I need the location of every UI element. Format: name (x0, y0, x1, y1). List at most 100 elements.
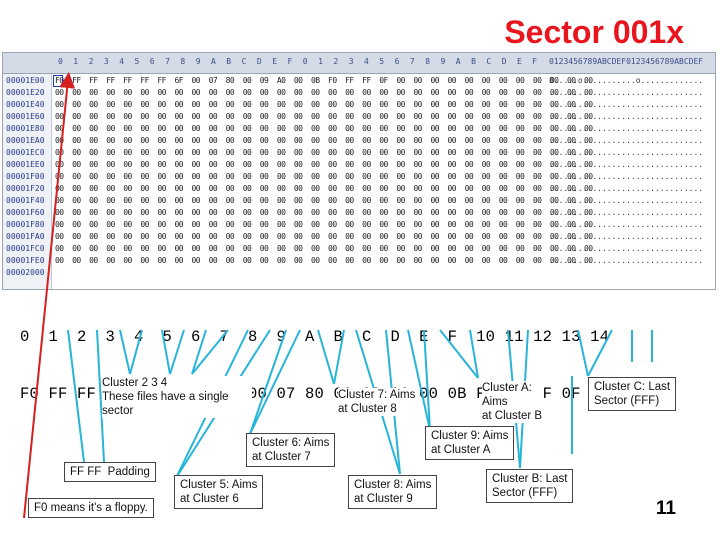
row-hex-bytes: 00 00 00 00 00 00 00 00 00 00 00 00 00 0… (55, 100, 593, 109)
hex-header-col: E (272, 57, 278, 66)
cluster-9-note: Cluster 9: Aims at Cluster A (425, 426, 515, 460)
ascii-header: 0123456789ABCDEF0123456789ABCDEF (549, 57, 704, 66)
row-hex-bytes: 00 00 00 00 00 00 00 00 00 00 00 00 00 0… (55, 256, 593, 265)
row-ascii: ................................ (549, 172, 704, 181)
hex-header-col: B (226, 57, 232, 66)
floppy-text: F0 means it's a floppy. (34, 502, 148, 514)
hex-header-col: C (241, 57, 247, 66)
byte-index-row: 0 1 2 3 4 5 6 7 8 9 A B C D E F 10 11 12… (20, 328, 610, 346)
hex-header-col: 5 (379, 57, 385, 66)
hex-header-col: 9 (440, 57, 446, 66)
cluster-5-note: Cluster 5: Aims at Cluster 6 (174, 475, 264, 509)
hex-header-col: A (455, 57, 461, 66)
row-ascii: ................................ (549, 160, 704, 169)
row-ascii: ................................ (549, 88, 704, 97)
padding-note: FF FF Padding (64, 462, 156, 482)
hex-header-col: 2 (88, 57, 94, 66)
row-ascii: ................................ (549, 112, 704, 121)
row-offset: 00001EE0 (6, 160, 45, 169)
row-hex-bytes: 00 00 00 00 00 00 00 00 00 00 00 00 00 0… (55, 136, 593, 145)
cluster-7-note: Cluster 7: Aims at Cluster 8 (338, 388, 416, 416)
cluster-a-text: Cluster A: Aims at Cluster B (482, 382, 543, 422)
row-hex-bytes: F0 FF FF FF FF FF FF 6F 00 07 80 00 09 A… (55, 76, 593, 85)
row-ascii: 8.....o...........o............. (549, 76, 704, 85)
hex-header-col: 3 (348, 57, 354, 66)
row-offset: 00002000 (6, 268, 45, 277)
row-offset: 00001E60 (6, 112, 45, 121)
hex-header-col: D (256, 57, 262, 66)
row-offset: 00001E20 (6, 88, 45, 97)
cursor-selection (53, 75, 63, 87)
cluster-2-3-4-note: Cluster 2 3 4 These files have a single … (102, 376, 252, 418)
cluster-c-text: Cluster C: Last Sector (FFF) (594, 381, 671, 407)
row-offset: 00001EA0 (6, 136, 45, 145)
row-hex-bytes: 00 00 00 00 00 00 00 00 00 00 00 00 00 0… (55, 196, 593, 205)
row-offset: 00001E80 (6, 124, 45, 133)
row-ascii: ................................ (549, 256, 704, 265)
row-offset: 00001F60 (6, 208, 45, 217)
row-ascii: ................................ (549, 196, 704, 205)
cluster-8-text: Cluster 8: Aims at Cluster 9 (354, 479, 432, 505)
row-hex-bytes: 00 00 00 00 00 00 00 00 00 00 00 00 00 0… (55, 172, 593, 181)
hex-header-col: 6 (149, 57, 155, 66)
row-ascii: ................................ (549, 184, 704, 193)
hex-header-col: 3 (103, 57, 109, 66)
row-ascii: ................................ (549, 136, 704, 145)
hex-header-col: F (287, 57, 293, 66)
hex-header-col: B (471, 57, 476, 66)
row-ascii: ................................ (549, 232, 704, 241)
hex-header-col: 2 (333, 57, 339, 66)
row-hex-bytes: 00 00 00 00 00 00 00 00 00 00 00 00 00 0… (55, 220, 593, 229)
cluster-a-note: Cluster A: Aims at Cluster B (482, 381, 543, 423)
hex-header-col: 4 (119, 57, 125, 66)
row-ascii: ................................ (549, 124, 704, 133)
row-hex-bytes: 00 00 00 00 00 00 00 00 00 00 00 00 00 0… (55, 160, 593, 169)
hex-header-col: A (211, 57, 216, 66)
cluster-6-note: Cluster 6: Aims at Cluster 7 (246, 433, 336, 467)
hex-header-col: 5 (134, 57, 140, 66)
row-offset: 00001FA0 (6, 232, 45, 241)
row-offset: 00001F80 (6, 220, 45, 229)
row-hex-bytes: 00 00 00 00 00 00 00 00 00 00 00 00 00 0… (55, 148, 593, 157)
row-hex-bytes: 00 00 00 00 00 00 00 00 00 00 00 00 00 0… (55, 232, 593, 241)
slide-title: Sector 001x (504, 14, 684, 50)
hex-header-col: 8 (425, 57, 431, 66)
hex-header-col: 1 (318, 57, 323, 66)
hex-header-col: 6 (394, 57, 400, 66)
padding-text: FF FF Padding (70, 466, 150, 478)
row-ascii: ................................ (549, 220, 704, 229)
cluster-7-text: Cluster 7: Aims at Cluster 8 (338, 389, 416, 415)
cluster-6-text: Cluster 6: Aims at Cluster 7 (252, 437, 330, 463)
hex-header-col: 7 (409, 57, 415, 66)
row-hex-bytes: 00 00 00 00 00 00 00 00 00 00 00 00 00 0… (55, 244, 593, 253)
hex-header-col: C (486, 57, 492, 66)
row-offset: 00001F20 (6, 184, 45, 193)
floppy-note: F0 means it's a floppy. (28, 498, 154, 518)
hex-header-col: 4 (364, 57, 369, 66)
row-hex-bytes: 00 00 00 00 00 00 00 00 00 00 00 00 00 0… (55, 124, 593, 133)
hex-header-col: 7 (165, 57, 170, 66)
cluster-c-note: Cluster C: Last Sector (FFF) (588, 377, 677, 411)
row-ascii: ................................ (549, 208, 704, 217)
row-offset: 00001F00 (6, 172, 45, 181)
row-offset: 00001E40 (6, 100, 45, 109)
cluster-2-3-4-text: Cluster 2 3 4 These files have a single … (102, 377, 229, 417)
row-offset: 00001EC0 (6, 148, 45, 157)
hex-editor-panel[interactable]: 0 1 2 3 4 5 6 7 8 9 A B C D E F 0 1 2 3 4 5 6 7 8 9 A B C D E F 01234567… (2, 52, 716, 290)
cluster-9-text: Cluster 9: Aims at Cluster A (431, 430, 509, 456)
row-offset: 00001F40 (6, 196, 45, 205)
row-hex-bytes: 00 00 00 00 00 00 00 00 00 00 00 00 00 0… (55, 88, 593, 97)
hex-header-col: 0 (302, 57, 308, 66)
row-hex-bytes: 00 00 00 00 00 00 00 00 00 00 00 00 00 0… (55, 184, 593, 193)
hex-header-col: F (532, 57, 538, 66)
cluster-b-note: Cluster B: Last Sector (FFF) (486, 469, 574, 503)
hex-header-col: 0 (58, 57, 63, 66)
row-offset: 00001E00 (6, 76, 45, 85)
cluster-8-note: Cluster 8: Aims at Cluster 9 (348, 475, 438, 509)
row-hex-bytes: 00 00 00 00 00 00 00 00 00 00 00 00 00 0… (55, 208, 593, 217)
row-hex-bytes: 00 00 00 00 00 00 00 00 00 00 00 00 00 0… (55, 112, 593, 121)
row-offset: 00001FC0 (6, 244, 45, 253)
hex-header-col: 8 (180, 57, 186, 66)
cluster-5-text: Cluster 5: Aims at Cluster 6 (180, 479, 258, 505)
hex-header-col: 9 (195, 57, 201, 66)
